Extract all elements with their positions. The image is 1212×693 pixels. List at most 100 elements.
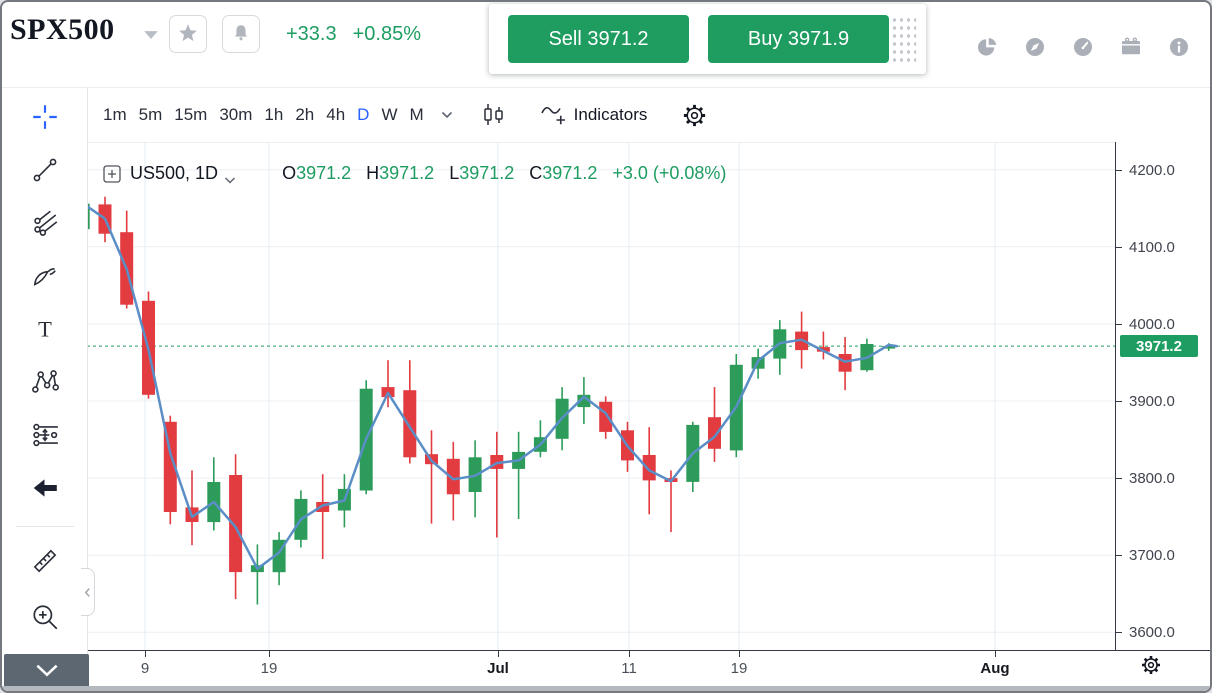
price-tick-label: 4100.0 — [1129, 239, 1175, 256]
compass-icon[interactable] — [1023, 35, 1047, 59]
price-tick — [1116, 401, 1122, 402]
tool-zoom-in-icon[interactable] — [29, 601, 61, 633]
timeframe-5m[interactable]: 5m — [138, 105, 163, 124]
sidebar-divider-line — [87, 87, 88, 686]
ohlc-h: H3971.2 — [366, 163, 435, 183]
time-tick — [269, 651, 270, 657]
tool-crosshair-icon[interactable] — [29, 101, 61, 133]
tool-trend-line-icon[interactable] — [29, 154, 61, 186]
timeframe-15m[interactable]: 15m — [174, 105, 208, 124]
ohlc-l: L3971.2 — [449, 163, 515, 183]
sidebar-group-divider — [15, 526, 74, 527]
series-chevron-icon[interactable] — [224, 169, 236, 184]
timeframe-w[interactable]: W — [381, 105, 398, 124]
time-tick — [145, 651, 146, 657]
time-tick — [995, 651, 996, 657]
timeframe-d[interactable]: D — [357, 105, 370, 124]
timeframe-1m[interactable]: 1m — [103, 105, 127, 124]
drawing-toolbar: T — [2, 87, 87, 633]
price-tick — [1116, 632, 1122, 633]
tool-ruler-icon[interactable] — [29, 545, 61, 577]
timeframe-30m[interactable]: 30m — [219, 105, 253, 124]
svg-text:T: T — [38, 317, 52, 342]
symbol-title: SPX500 — [10, 13, 115, 46]
sidebar-collapse-tab[interactable] — [81, 568, 95, 616]
price-tick-label: 4000.0 — [1129, 316, 1175, 333]
price-tick — [1116, 555, 1122, 556]
pie-chart-icon[interactable] — [975, 35, 999, 59]
header-change: +33.3 +0.85% — [286, 23, 421, 46]
price-change-percent: +0.85% — [352, 23, 421, 45]
favorite-star-button[interactable] — [169, 15, 207, 53]
chart-style-candles-icon[interactable] — [480, 101, 508, 129]
time-tick — [629, 651, 630, 657]
tool-forecast-icon[interactable] — [29, 419, 61, 451]
time-tick-label: 9 — [140, 660, 150, 677]
timeframe-4h[interactable]: 4h — [326, 105, 346, 124]
time-axis[interactable]: 9 19 Jul 11 19 Aug — [87, 650, 1210, 689]
time-tick-label: 19 — [730, 660, 748, 677]
price-axis[interactable]: 4200.0 4100.0 4000.0 3900.0 3800.0 3700.0 3600… — [1115, 142, 1210, 650]
calendar-icon[interactable] — [1119, 35, 1143, 59]
price-tick — [1116, 478, 1122, 479]
price-tick — [1116, 324, 1122, 325]
price-tick-label: 3900.0 — [1129, 393, 1175, 410]
time-tick-label: Aug — [980, 660, 1010, 677]
gauge-icon[interactable] — [1071, 35, 1095, 59]
plus-box-icon[interactable] — [103, 164, 121, 183]
chart-settings-gear-icon[interactable] — [681, 102, 708, 129]
sell-button[interactable]: Sell 3971.2 — [508, 15, 689, 63]
axis-settings-gear-icon[interactable] — [1139, 653, 1163, 677]
tool-text-icon[interactable]: T — [29, 313, 61, 345]
indicators-icon — [540, 101, 568, 129]
toolbar-divider — [88, 142, 1115, 143]
time-tick — [739, 651, 740, 657]
alert-bell-button[interactable] — [222, 15, 260, 53]
tool-xabcd-pattern-icon[interactable] — [29, 366, 61, 398]
series-label[interactable]: US500, 1D — [130, 163, 219, 183]
window-bottom-edge — [2, 686, 1210, 691]
tool-brush-icon[interactable] — [29, 260, 61, 292]
price-change-value: +33.3 — [286, 23, 337, 45]
ohlc-values: O3971.2 H3971.2 L3971.2 C3971.2 — [282, 163, 597, 184]
ohlc-o: O3971.2 — [282, 163, 352, 183]
chart-toolbar: 1m 5m 15m 30m 1h 2h 4h D W M Indicators — [88, 88, 1128, 142]
time-tick-label: 19 — [260, 660, 278, 677]
trade-panel: Sell 3971.2 Buy 3971.9 — [489, 4, 926, 74]
price-tick-label: 3800.0 — [1129, 470, 1175, 487]
ohlc-c: C3971.2 — [529, 163, 598, 183]
price-tick — [1116, 247, 1122, 248]
price-tick — [1116, 170, 1122, 171]
time-tick — [498, 651, 499, 657]
price-tick-label: 3600.0 — [1129, 624, 1175, 641]
header-icon-group — [975, 35, 1191, 59]
timeframe-more-chevron-icon[interactable] — [438, 106, 456, 124]
price-tick-label: 3700.0 — [1129, 547, 1175, 564]
indicators-button[interactable]: Indicators — [540, 101, 648, 129]
timeframe-1h[interactable]: 1h — [264, 105, 284, 124]
symbol-dropdown-caret-icon[interactable] — [142, 28, 160, 40]
time-tick-label: 11 — [621, 660, 637, 677]
tool-gann-tools-icon[interactable] — [29, 207, 61, 239]
chart-legend: US500, 1D O3971.2 H3971.2 L3971.2 C3971.2 +… — [103, 163, 726, 184]
tool-arrow-left-marker-icon[interactable] — [29, 472, 61, 504]
timeframe-row: 1m 5m 15m 30m 1h 2h 4h D W M — [97, 101, 430, 129]
chevron-down-icon — [34, 663, 60, 681]
chart-canvas[interactable] — [76, 142, 1115, 650]
info-icon[interactable] — [1167, 35, 1191, 59]
toolbar-collapse-button[interactable] — [4, 654, 89, 689]
last-price-badge: 3971.2 — [1120, 335, 1198, 357]
chart-region: US500, 1D O3971.2 H3971.2 L3971.2 C3971.2 +… — [76, 142, 1115, 650]
time-tick-label: Jul — [487, 660, 509, 677]
panel-drag-handle[interactable] — [891, 16, 916, 63]
star-icon — [177, 22, 199, 47]
header-divider — [2, 87, 1210, 88]
legend-change: +3.0 (+0.08%) — [612, 163, 727, 183]
buy-button[interactable]: Buy 3971.9 — [708, 15, 889, 63]
timeframe-m[interactable]: M — [409, 105, 424, 124]
bell-icon — [230, 22, 252, 47]
price-tick-label: 4200.0 — [1129, 162, 1175, 179]
indicators-label: Indicators — [573, 105, 648, 124]
timeframe-2h[interactable]: 2h — [295, 105, 315, 124]
